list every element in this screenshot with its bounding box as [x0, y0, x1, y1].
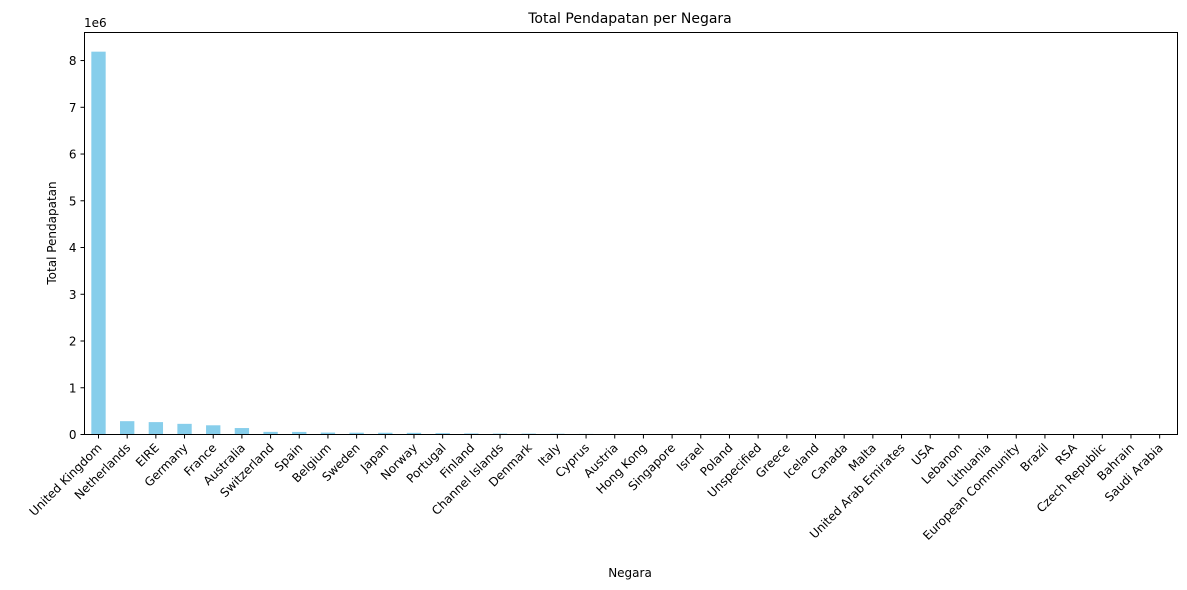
bar-sweden [349, 432, 364, 435]
x-tick-label: Brazil [1017, 441, 1051, 475]
y-offset-label: 1e6 [84, 16, 107, 30]
y-tick-label: 3 [69, 288, 77, 302]
bars-group [91, 51, 1139, 435]
bar-spain [292, 431, 307, 435]
y-tick-label: 6 [69, 148, 77, 162]
y-ticks-group: 0 1 2 3 4 5 6 7 8 [69, 54, 85, 442]
bar-germany [177, 423, 192, 435]
bar-eire [148, 422, 164, 435]
bar-switzerland [263, 431, 278, 435]
bar-norway [406, 432, 422, 435]
y-tick-label: 8 [69, 54, 77, 68]
bar-belgium [320, 432, 336, 435]
bar-united-kingdom [91, 51, 106, 435]
y-tick-label: 5 [69, 194, 77, 208]
bar-finland [464, 433, 479, 435]
y-axis-label: Total Pendapatan [45, 181, 59, 285]
chart-title: Total Pendapatan per Negara [527, 11, 732, 27]
bar-france [206, 425, 221, 435]
y-tick-label: 2 [69, 335, 77, 349]
bar-netherlands [120, 421, 135, 435]
y-tick-label: 7 [69, 101, 77, 115]
x-axis-label: Negara [608, 566, 652, 580]
y-tick-label: 4 [69, 241, 77, 255]
bar-australia [234, 428, 250, 435]
bar-portugal [435, 433, 450, 435]
y-tick-label: 1 [69, 381, 77, 395]
y-tick-label: 0 [69, 428, 77, 442]
axes-frame [84, 32, 1178, 435]
bar-japan [378, 432, 393, 435]
